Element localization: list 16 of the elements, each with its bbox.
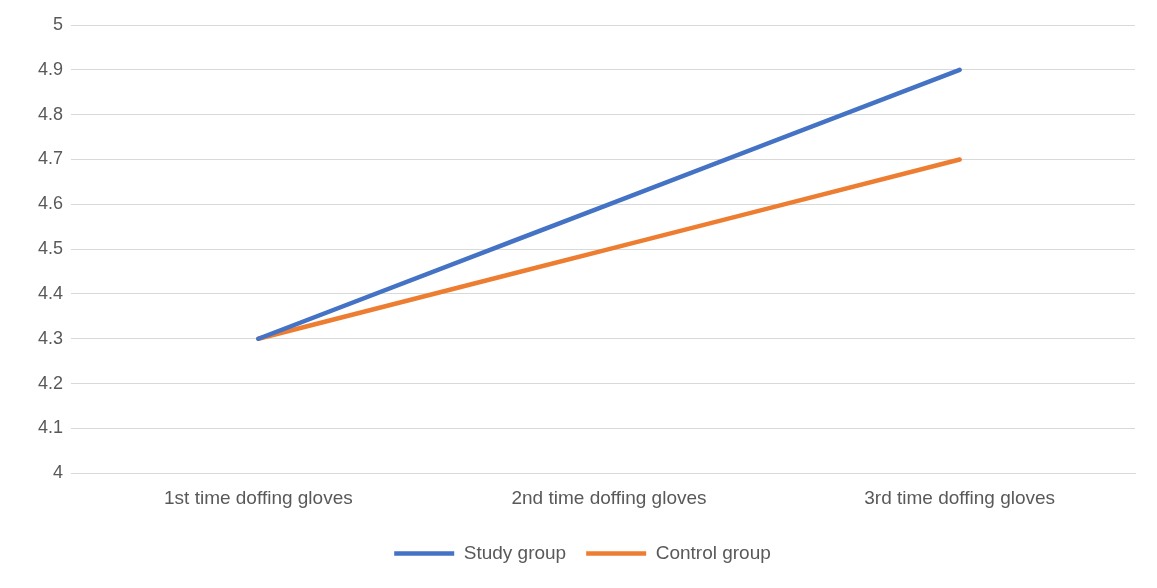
y-tick-label: 4.7 [37,148,64,169]
legend-label: Study group [463,541,567,563]
y-tick-label: 5 [53,13,64,34]
y-tick-label: 4.9 [37,58,64,79]
x-tick-label: 3rd time doffing gloves [864,486,1056,508]
y-tick-label: 4.6 [37,193,64,214]
y-tick-label: 4.8 [37,103,64,124]
legend-label: Control group [655,541,771,563]
x-tick-label: 2nd time doffing gloves [511,486,707,508]
y-tick-label: 4.3 [37,327,64,348]
y-tick-label: 4.1 [37,417,64,438]
y-tick-label: 4.2 [37,372,64,393]
y-tick-label: 4 [53,462,64,483]
y-tick-label: 4.5 [37,238,64,259]
y-tick-label: 4.4 [37,282,64,303]
x-tick-label: 1st time doffing gloves [164,486,353,508]
